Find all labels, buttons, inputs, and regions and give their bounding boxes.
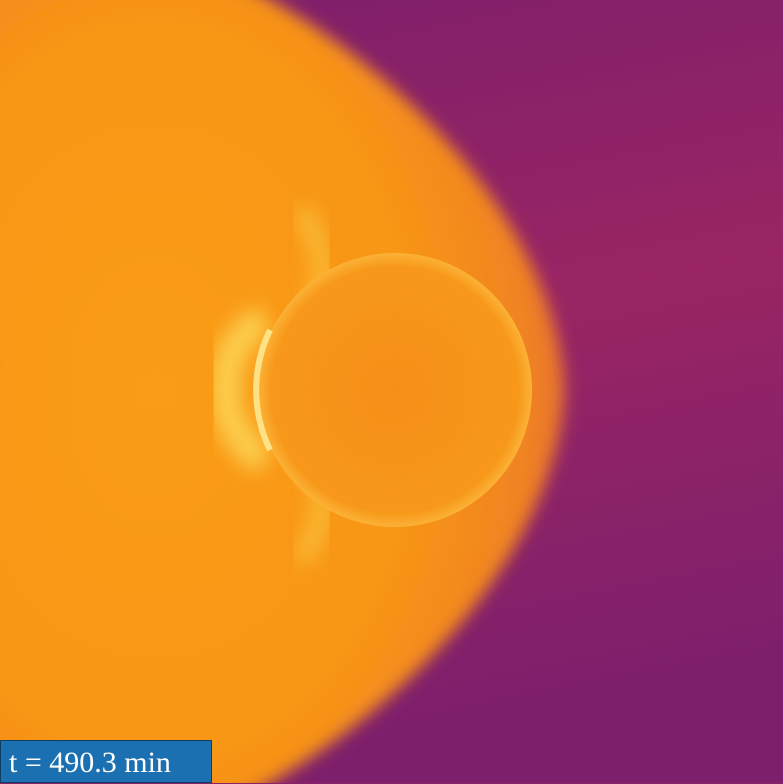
obstacle-disc [258,253,532,527]
glow-crescent [210,306,274,474]
disc-rim [253,328,273,452]
time-label: t = 490.3 min [0,740,212,783]
